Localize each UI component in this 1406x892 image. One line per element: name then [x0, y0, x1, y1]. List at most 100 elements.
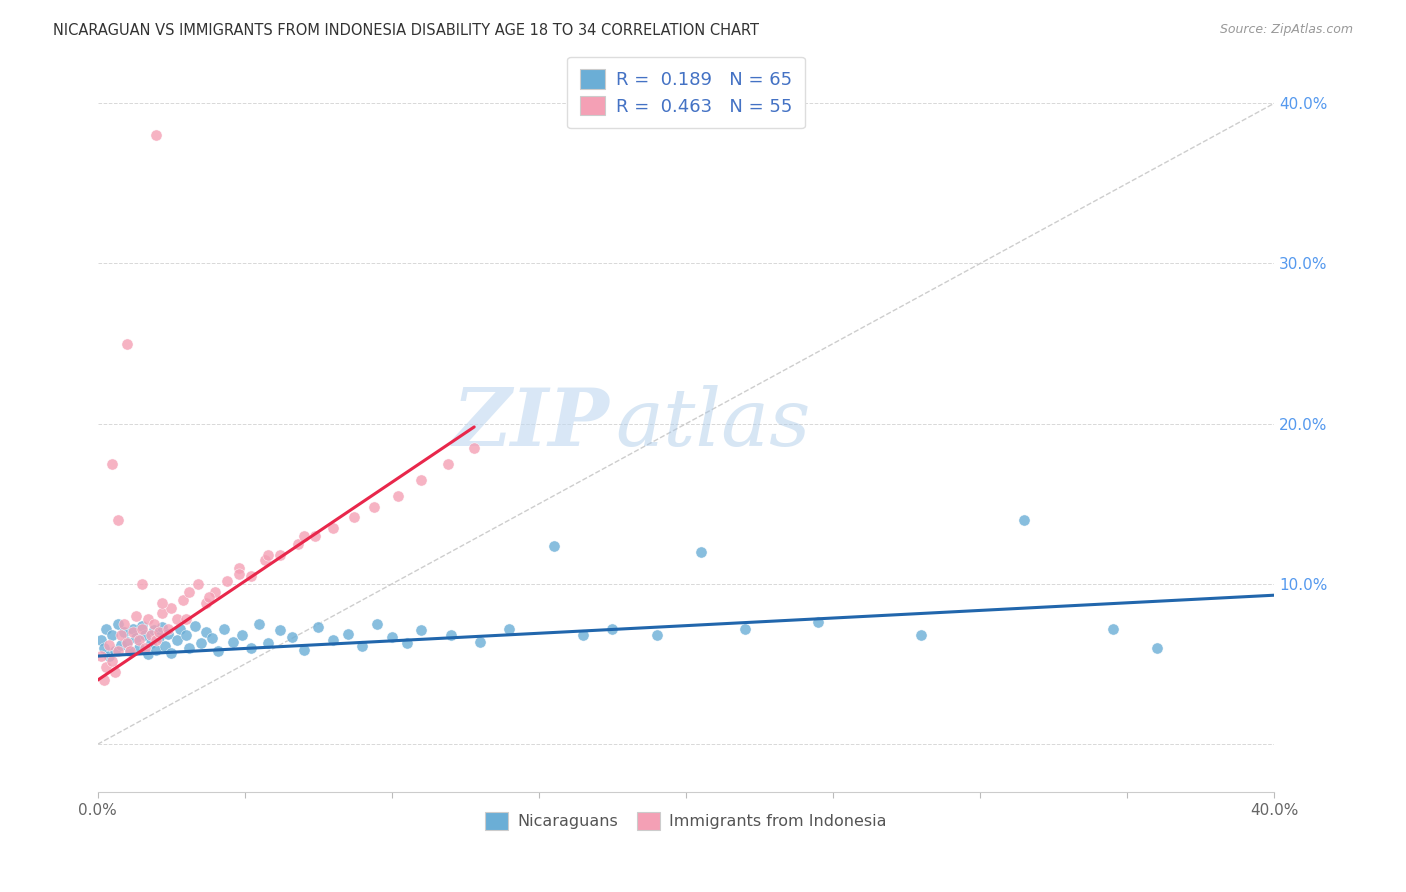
- Point: [257, 636, 280, 650]
- Point: [498, 622, 520, 636]
- Point: [93, 673, 115, 687]
- Point: [110, 628, 132, 642]
- Point: [98, 638, 121, 652]
- Point: [463, 441, 485, 455]
- Point: [572, 628, 595, 642]
- Point: [645, 628, 668, 642]
- Point: [118, 644, 141, 658]
- Point: [269, 624, 291, 638]
- Text: NICARAGUAN VS IMMIGRANTS FROM INDONESIA DISABILITY AGE 18 TO 34 CORRELATION CHAR: NICARAGUAN VS IMMIGRANTS FROM INDONESIA …: [53, 23, 759, 38]
- Point: [155, 640, 177, 654]
- Point: [118, 644, 141, 658]
- Point: [139, 628, 162, 642]
- Point: [411, 473, 433, 487]
- Point: [222, 634, 245, 648]
- Point: [689, 545, 711, 559]
- Point: [281, 630, 304, 644]
- Point: [93, 641, 115, 656]
- Point: [169, 622, 191, 636]
- Point: [322, 633, 344, 648]
- Legend: Nicaraguans, Immigrants from Indonesia: Nicaraguans, Immigrants from Indonesia: [479, 805, 893, 836]
- Point: [183, 618, 205, 632]
- Point: [204, 585, 226, 599]
- Point: [239, 569, 262, 583]
- Point: [166, 612, 188, 626]
- Point: [136, 612, 159, 626]
- Point: [131, 622, 153, 636]
- Point: [440, 628, 463, 642]
- Point: [157, 622, 180, 636]
- Point: [134, 628, 156, 642]
- Point: [734, 622, 756, 636]
- Point: [231, 628, 253, 642]
- Point: [115, 336, 138, 351]
- Point: [125, 609, 148, 624]
- Point: [352, 640, 374, 654]
- Point: [134, 641, 156, 656]
- Point: [104, 665, 127, 679]
- Point: [239, 641, 262, 656]
- Point: [228, 567, 250, 582]
- Point: [142, 617, 165, 632]
- Point: [148, 630, 170, 644]
- Point: [292, 529, 315, 543]
- Text: ZIP: ZIP: [453, 385, 610, 462]
- Text: atlas: atlas: [616, 385, 811, 462]
- Point: [602, 622, 624, 636]
- Point: [101, 457, 124, 471]
- Point: [269, 548, 291, 562]
- Point: [125, 632, 148, 646]
- Point: [1014, 513, 1036, 527]
- Point: [136, 648, 159, 662]
- Point: [381, 630, 404, 644]
- Point: [249, 617, 271, 632]
- Point: [115, 634, 138, 648]
- Point: [217, 574, 239, 588]
- Point: [228, 561, 250, 575]
- Point: [145, 128, 167, 143]
- Point: [150, 620, 173, 634]
- Point: [807, 615, 830, 630]
- Point: [128, 641, 150, 656]
- Point: [468, 634, 491, 648]
- Point: [287, 537, 309, 551]
- Point: [107, 513, 129, 527]
- Point: [307, 620, 329, 634]
- Point: [436, 457, 458, 471]
- Point: [910, 628, 932, 642]
- Point: [257, 548, 280, 562]
- Point: [128, 633, 150, 648]
- Point: [187, 577, 209, 591]
- Point: [112, 625, 135, 640]
- Point: [122, 622, 145, 636]
- Point: [195, 596, 218, 610]
- Point: [98, 649, 121, 664]
- Point: [195, 625, 218, 640]
- Point: [110, 638, 132, 652]
- Point: [107, 617, 129, 632]
- Point: [207, 644, 229, 658]
- Point: [363, 500, 385, 514]
- Point: [166, 633, 188, 648]
- Point: [160, 601, 183, 615]
- Point: [411, 624, 433, 638]
- Point: [145, 633, 167, 648]
- Point: [1101, 622, 1123, 636]
- Point: [122, 625, 145, 640]
- Point: [292, 642, 315, 657]
- Point: [131, 577, 153, 591]
- Point: [342, 509, 364, 524]
- Point: [322, 521, 344, 535]
- Point: [112, 617, 135, 632]
- Point: [160, 646, 183, 660]
- Point: [90, 649, 112, 664]
- Point: [543, 539, 565, 553]
- Point: [115, 636, 138, 650]
- Point: [101, 654, 124, 668]
- Point: [174, 612, 197, 626]
- Point: [190, 636, 212, 650]
- Point: [150, 606, 173, 620]
- Point: [212, 622, 235, 636]
- Point: [96, 660, 118, 674]
- Point: [131, 618, 153, 632]
